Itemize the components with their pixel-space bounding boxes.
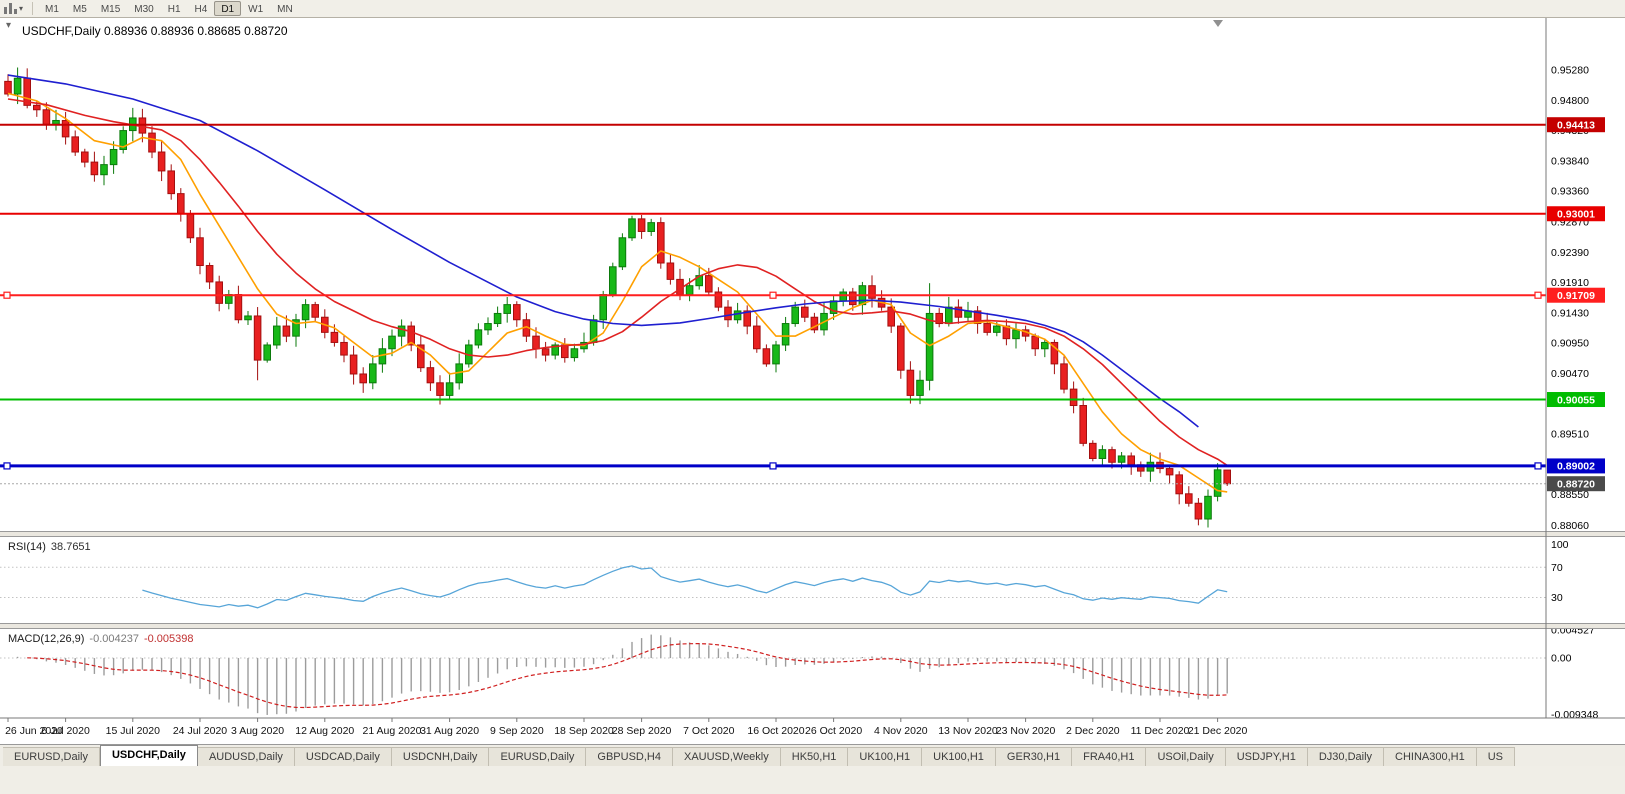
date-label: 24 Jul 2020 xyxy=(173,725,227,737)
date-label: 16 Oct 2020 xyxy=(747,725,804,737)
toolbar-separator xyxy=(32,2,34,15)
bottom-tabbar: EURUSD,Daily USDCHF,Daily AUDUSD,Daily USDC… xyxy=(0,744,1625,766)
date-label: 26 Oct 2020 xyxy=(805,725,862,737)
timeframe-button-m30[interactable]: M30 xyxy=(134,4,154,15)
date-label: 12 Aug 2020 xyxy=(295,725,354,737)
svg-text:0.90470: 0.90470 xyxy=(1551,368,1589,380)
chart-tab[interactable]: UK100,H1 xyxy=(922,747,996,766)
timeframe-button-d1[interactable]: D1 xyxy=(214,1,242,16)
line-handle[interactable] xyxy=(3,462,11,470)
line-handle[interactable] xyxy=(1534,291,1542,299)
svg-text:0.90950: 0.90950 xyxy=(1551,338,1589,350)
svg-text:0.88550: 0.88550 xyxy=(1551,489,1589,501)
rsi-axis-tick: 70 xyxy=(1551,562,1563,574)
timeframe-toolbar: ▾ M1 M5 M15 M30 H1 H4 D1 W1 MN xyxy=(0,0,1625,18)
date-label: 21 Dec 2020 xyxy=(1188,725,1248,737)
rsi-axis-tick: 30 xyxy=(1551,592,1563,604)
panel-splitter[interactable] xyxy=(0,623,1625,629)
svg-text:0.88060: 0.88060 xyxy=(1551,520,1589,532)
date-label: 13 Nov 2020 xyxy=(938,725,998,737)
chart-tab[interactable]: GER30,H1 xyxy=(995,747,1073,766)
macd-signal-line xyxy=(27,642,1228,709)
chart-tab[interactable]: FRA40,H1 xyxy=(1072,747,1147,766)
chart-tab[interactable]: GBPUSD,H4 xyxy=(586,747,673,766)
line-handle[interactable] xyxy=(3,291,11,299)
svg-text:0.91910: 0.91910 xyxy=(1551,277,1589,289)
svg-text:0.93360: 0.93360 xyxy=(1551,186,1589,198)
ma-slow-line xyxy=(7,74,1199,428)
timeframe-button-m1[interactable]: M1 xyxy=(45,4,59,15)
chart-shift-marker[interactable] xyxy=(1213,20,1223,27)
line-handle[interactable] xyxy=(1534,462,1542,470)
panel-splitter[interactable] xyxy=(0,531,1625,537)
price-labels: 0.94413 0.93001 0.91709 0.90055 0.89002 0.887… xyxy=(1547,117,1605,492)
timeframe-button-h1[interactable]: H1 xyxy=(167,4,181,15)
chevron-down-icon[interactable]: ▾ xyxy=(19,3,24,13)
macd-axis-tick: -0.009348 xyxy=(1551,709,1598,721)
macd-histogram xyxy=(16,634,1228,715)
date-label: 11 Dec 2020 xyxy=(1131,725,1190,737)
svg-text:0.95280: 0.95280 xyxy=(1551,65,1589,77)
chart-tab[interactable]: UK100,H1 xyxy=(848,747,923,766)
chart-background xyxy=(0,18,1625,744)
chart-canvas[interactable]: 10070300.0045270.00-0.0093480.952800.948… xyxy=(0,18,1625,744)
date-label: 21 Aug 2020 xyxy=(363,725,422,737)
date-label: 9 Sep 2020 xyxy=(490,725,544,737)
chart-tab-active[interactable]: USDCHF,Daily xyxy=(99,745,198,766)
timeframe-button-m5[interactable]: M5 xyxy=(72,4,87,15)
rsi-axis-tick: 100 xyxy=(1551,539,1569,551)
svg-text:0.91709: 0.91709 xyxy=(1557,290,1595,302)
macd-axis-tick: 0.00 xyxy=(1551,653,1572,665)
chart-tab[interactable]: DJ30,Daily xyxy=(1307,747,1385,766)
candlestick-series xyxy=(4,67,1232,528)
chart-tab[interactable]: EURUSD,Daily xyxy=(3,747,100,766)
svg-text:0.89510: 0.89510 xyxy=(1551,428,1589,440)
timeframe-button-mn[interactable]: MN xyxy=(277,4,293,15)
svg-text:0.94800: 0.94800 xyxy=(1551,95,1589,107)
date-label: 3 Aug 2020 xyxy=(231,725,284,737)
chart-tab[interactable]: USDJPY,H1 xyxy=(1225,747,1308,766)
chart-tab[interactable]: HK50,H1 xyxy=(780,747,849,766)
ma-fast-line xyxy=(7,92,1228,493)
status-bar xyxy=(0,766,1625,794)
date-label: 6 Jul 2020 xyxy=(41,725,90,737)
line-handle[interactable] xyxy=(769,291,777,299)
chart-tab[interactable]: USDCAD,Daily xyxy=(294,747,392,766)
date-label: 28 Sep 2020 xyxy=(612,725,672,737)
chart-tab[interactable]: EURUSD,Daily xyxy=(489,747,587,766)
chart-type-button[interactable]: ▾ xyxy=(4,3,23,14)
chart-tab[interactable]: USOil,Daily xyxy=(1146,747,1226,766)
rsi-line xyxy=(142,565,1228,609)
svg-text:0.94413: 0.94413 xyxy=(1557,120,1595,132)
svg-text:0.89002: 0.89002 xyxy=(1557,461,1595,473)
date-label: 7 Oct 2020 xyxy=(683,725,735,737)
timeframe-button-w1[interactable]: W1 xyxy=(248,4,264,15)
date-label: 31 Aug 2020 xyxy=(420,725,479,737)
svg-text:0.91430: 0.91430 xyxy=(1551,307,1589,319)
svg-text:0.93840: 0.93840 xyxy=(1551,155,1589,167)
svg-text:0.88720: 0.88720 xyxy=(1557,479,1595,491)
candlestick-chart-icon xyxy=(4,3,17,14)
timeframe-button-h4[interactable]: H4 xyxy=(194,4,208,15)
svg-text:0.90055: 0.90055 xyxy=(1557,394,1595,406)
ma-mid-line xyxy=(7,98,1228,467)
date-label: 15 Jul 2020 xyxy=(106,725,160,737)
svg-text:0.92390: 0.92390 xyxy=(1551,247,1589,259)
chart-tab[interactable]: US xyxy=(1476,747,1515,766)
date-label: 2 Dec 2020 xyxy=(1066,725,1120,737)
chart-tab[interactable]: USDCNH,Daily xyxy=(391,747,490,766)
chart-tab[interactable]: XAUUSD,Weekly xyxy=(672,747,781,766)
date-label: 23 Nov 2020 xyxy=(996,725,1056,737)
chart-tab[interactable]: CHINA300,H1 xyxy=(1384,747,1477,766)
one-click-trading-toggle[interactable]: ▾ xyxy=(6,20,12,31)
line-handle[interactable] xyxy=(769,462,777,470)
date-label: 26 Jun 2020 xyxy=(5,725,63,737)
date-label: 18 Sep 2020 xyxy=(554,725,614,737)
svg-text:0.93001: 0.93001 xyxy=(1557,209,1595,221)
timeframe-button-m15[interactable]: M15 xyxy=(100,4,121,15)
date-label: 4 Nov 2020 xyxy=(874,725,928,737)
chart-tab[interactable]: AUDUSD,Daily xyxy=(197,747,295,766)
